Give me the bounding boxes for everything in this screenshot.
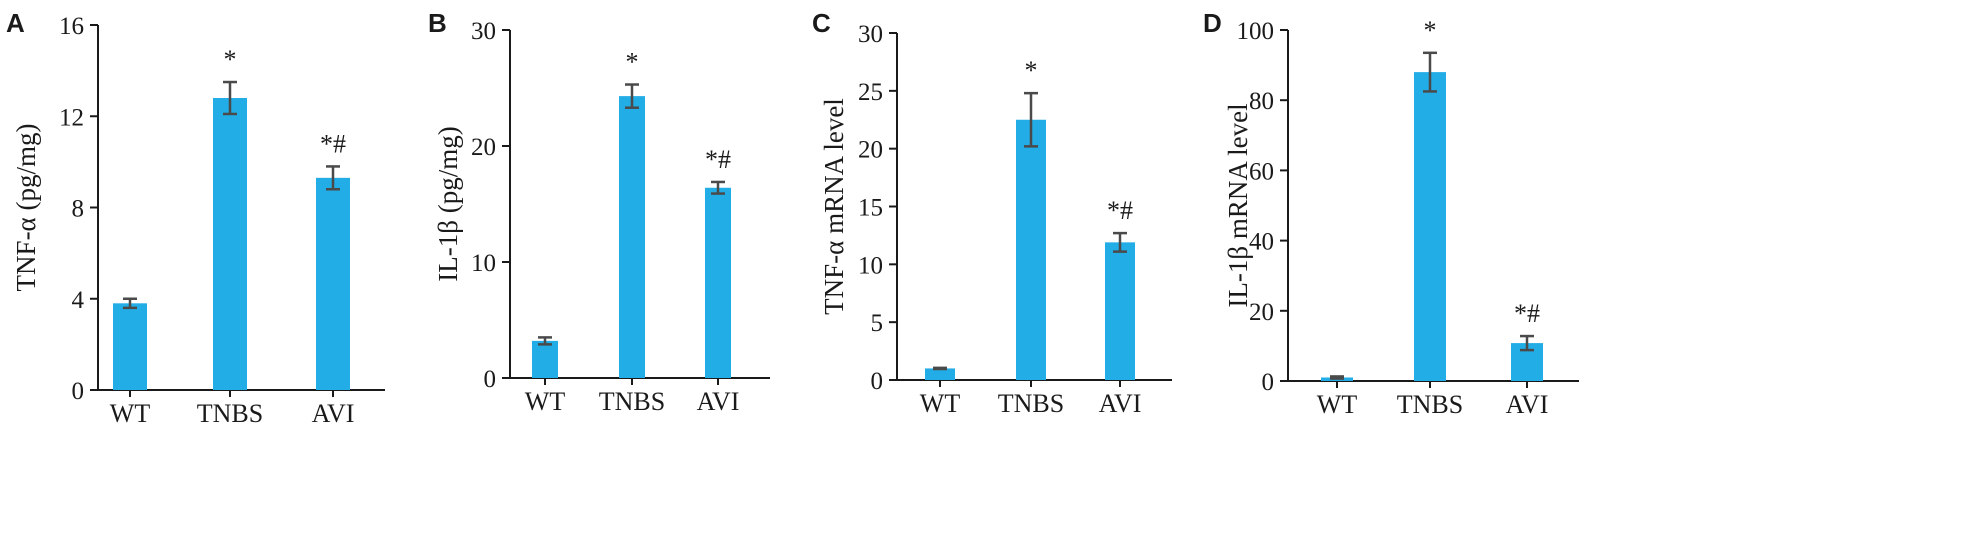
y-tick-label: 5: [871, 310, 884, 337]
bar-avi: [705, 187, 731, 378]
y-axis-title: TNF-α mRNA level: [819, 98, 849, 315]
bar-tnbs: [619, 96, 645, 379]
significance-label: *: [1424, 16, 1437, 45]
bar-wt: [113, 303, 147, 390]
y-tick-label: 20: [471, 134, 496, 161]
category-label-avi: AVI: [312, 399, 355, 428]
bar-tnbs: [1016, 119, 1046, 380]
bar-avi: [316, 177, 350, 390]
y-tick-label: 10: [858, 252, 883, 279]
significance-label: *#: [320, 129, 346, 158]
bar-wt: [532, 340, 558, 378]
y-axis-title: IL-1β (pg/mg): [433, 126, 463, 281]
panel-letter: A: [6, 8, 25, 38]
y-tick-label: 0: [871, 368, 884, 395]
category-label-tnbs: TNBS: [197, 399, 263, 428]
y-tick-label: 16: [59, 13, 84, 40]
y-tick-label: 12: [59, 104, 84, 131]
y-tick-label: 25: [858, 79, 883, 106]
chart-panel-d: D 0 20 40 60 80 100 IL-1β mRNA level WT * TNBS *# AV…: [1203, 8, 1579, 419]
category-label-avi: AVI: [697, 387, 740, 416]
y-tick-label: 100: [1237, 18, 1275, 45]
y-tick-label: 30: [471, 18, 496, 45]
chart-panel-c: C 0 5 10 15 20 25 30 TNF-α mRNA level WT * TNBS *# AV…: [812, 8, 1172, 418]
category-label-avi: AVI: [1506, 390, 1549, 419]
y-tick-label: 20: [1249, 299, 1274, 326]
bar-avi: [1105, 242, 1135, 380]
y-tick-label: 0: [1262, 369, 1275, 396]
y-tick-label: 8: [72, 196, 85, 223]
y-tick-label: 15: [858, 195, 883, 222]
category-label-tnbs: TNBS: [998, 389, 1064, 418]
y-axis-title: IL-1β mRNA level: [1223, 103, 1253, 307]
category-label-wt: WT: [110, 399, 151, 428]
y-tick-label: 40: [1249, 229, 1274, 256]
y-tick-label: 80: [1249, 88, 1274, 115]
y-tick-label: 4: [72, 287, 85, 314]
panel-letter: D: [1203, 8, 1222, 38]
y-axis-title: TNF-α (pg/mg): [11, 124, 41, 292]
significance-label: *#: [705, 145, 731, 174]
y-tick-label: 30: [858, 21, 883, 48]
chart-panel-b: B 0 10 20 30 IL-1β (pg/mg) WT * TNBS *# AVI: [428, 8, 770, 416]
significance-label: *: [224, 45, 237, 74]
significance-label: *#: [1107, 196, 1133, 225]
significance-label: *: [626, 48, 639, 77]
y-tick-label: 0: [484, 366, 497, 393]
category-label-avi: AVI: [1099, 389, 1142, 418]
significance-label: *: [1025, 56, 1038, 85]
significance-label: *#: [1514, 299, 1540, 328]
category-label-wt: WT: [920, 389, 961, 418]
category-label-wt: WT: [1317, 390, 1358, 419]
category-label-wt: WT: [525, 387, 566, 416]
y-tick-label: 20: [858, 137, 883, 164]
bar-tnbs: [1414, 72, 1446, 382]
bar-wt: [925, 368, 955, 380]
panel-letter: B: [428, 8, 447, 38]
category-label-tnbs: TNBS: [599, 387, 665, 416]
chart-panel-a: A 0 4 8 12 16 TNF-α (pg/mg) WT * TNBS *# AVI: [6, 8, 385, 428]
panel-letter: C: [812, 8, 831, 38]
y-tick-label: 10: [471, 250, 496, 277]
y-tick-label: 0: [72, 378, 85, 405]
y-tick-label: 60: [1249, 158, 1274, 185]
category-label-tnbs: TNBS: [1397, 390, 1463, 419]
bar-tnbs: [213, 98, 247, 390]
